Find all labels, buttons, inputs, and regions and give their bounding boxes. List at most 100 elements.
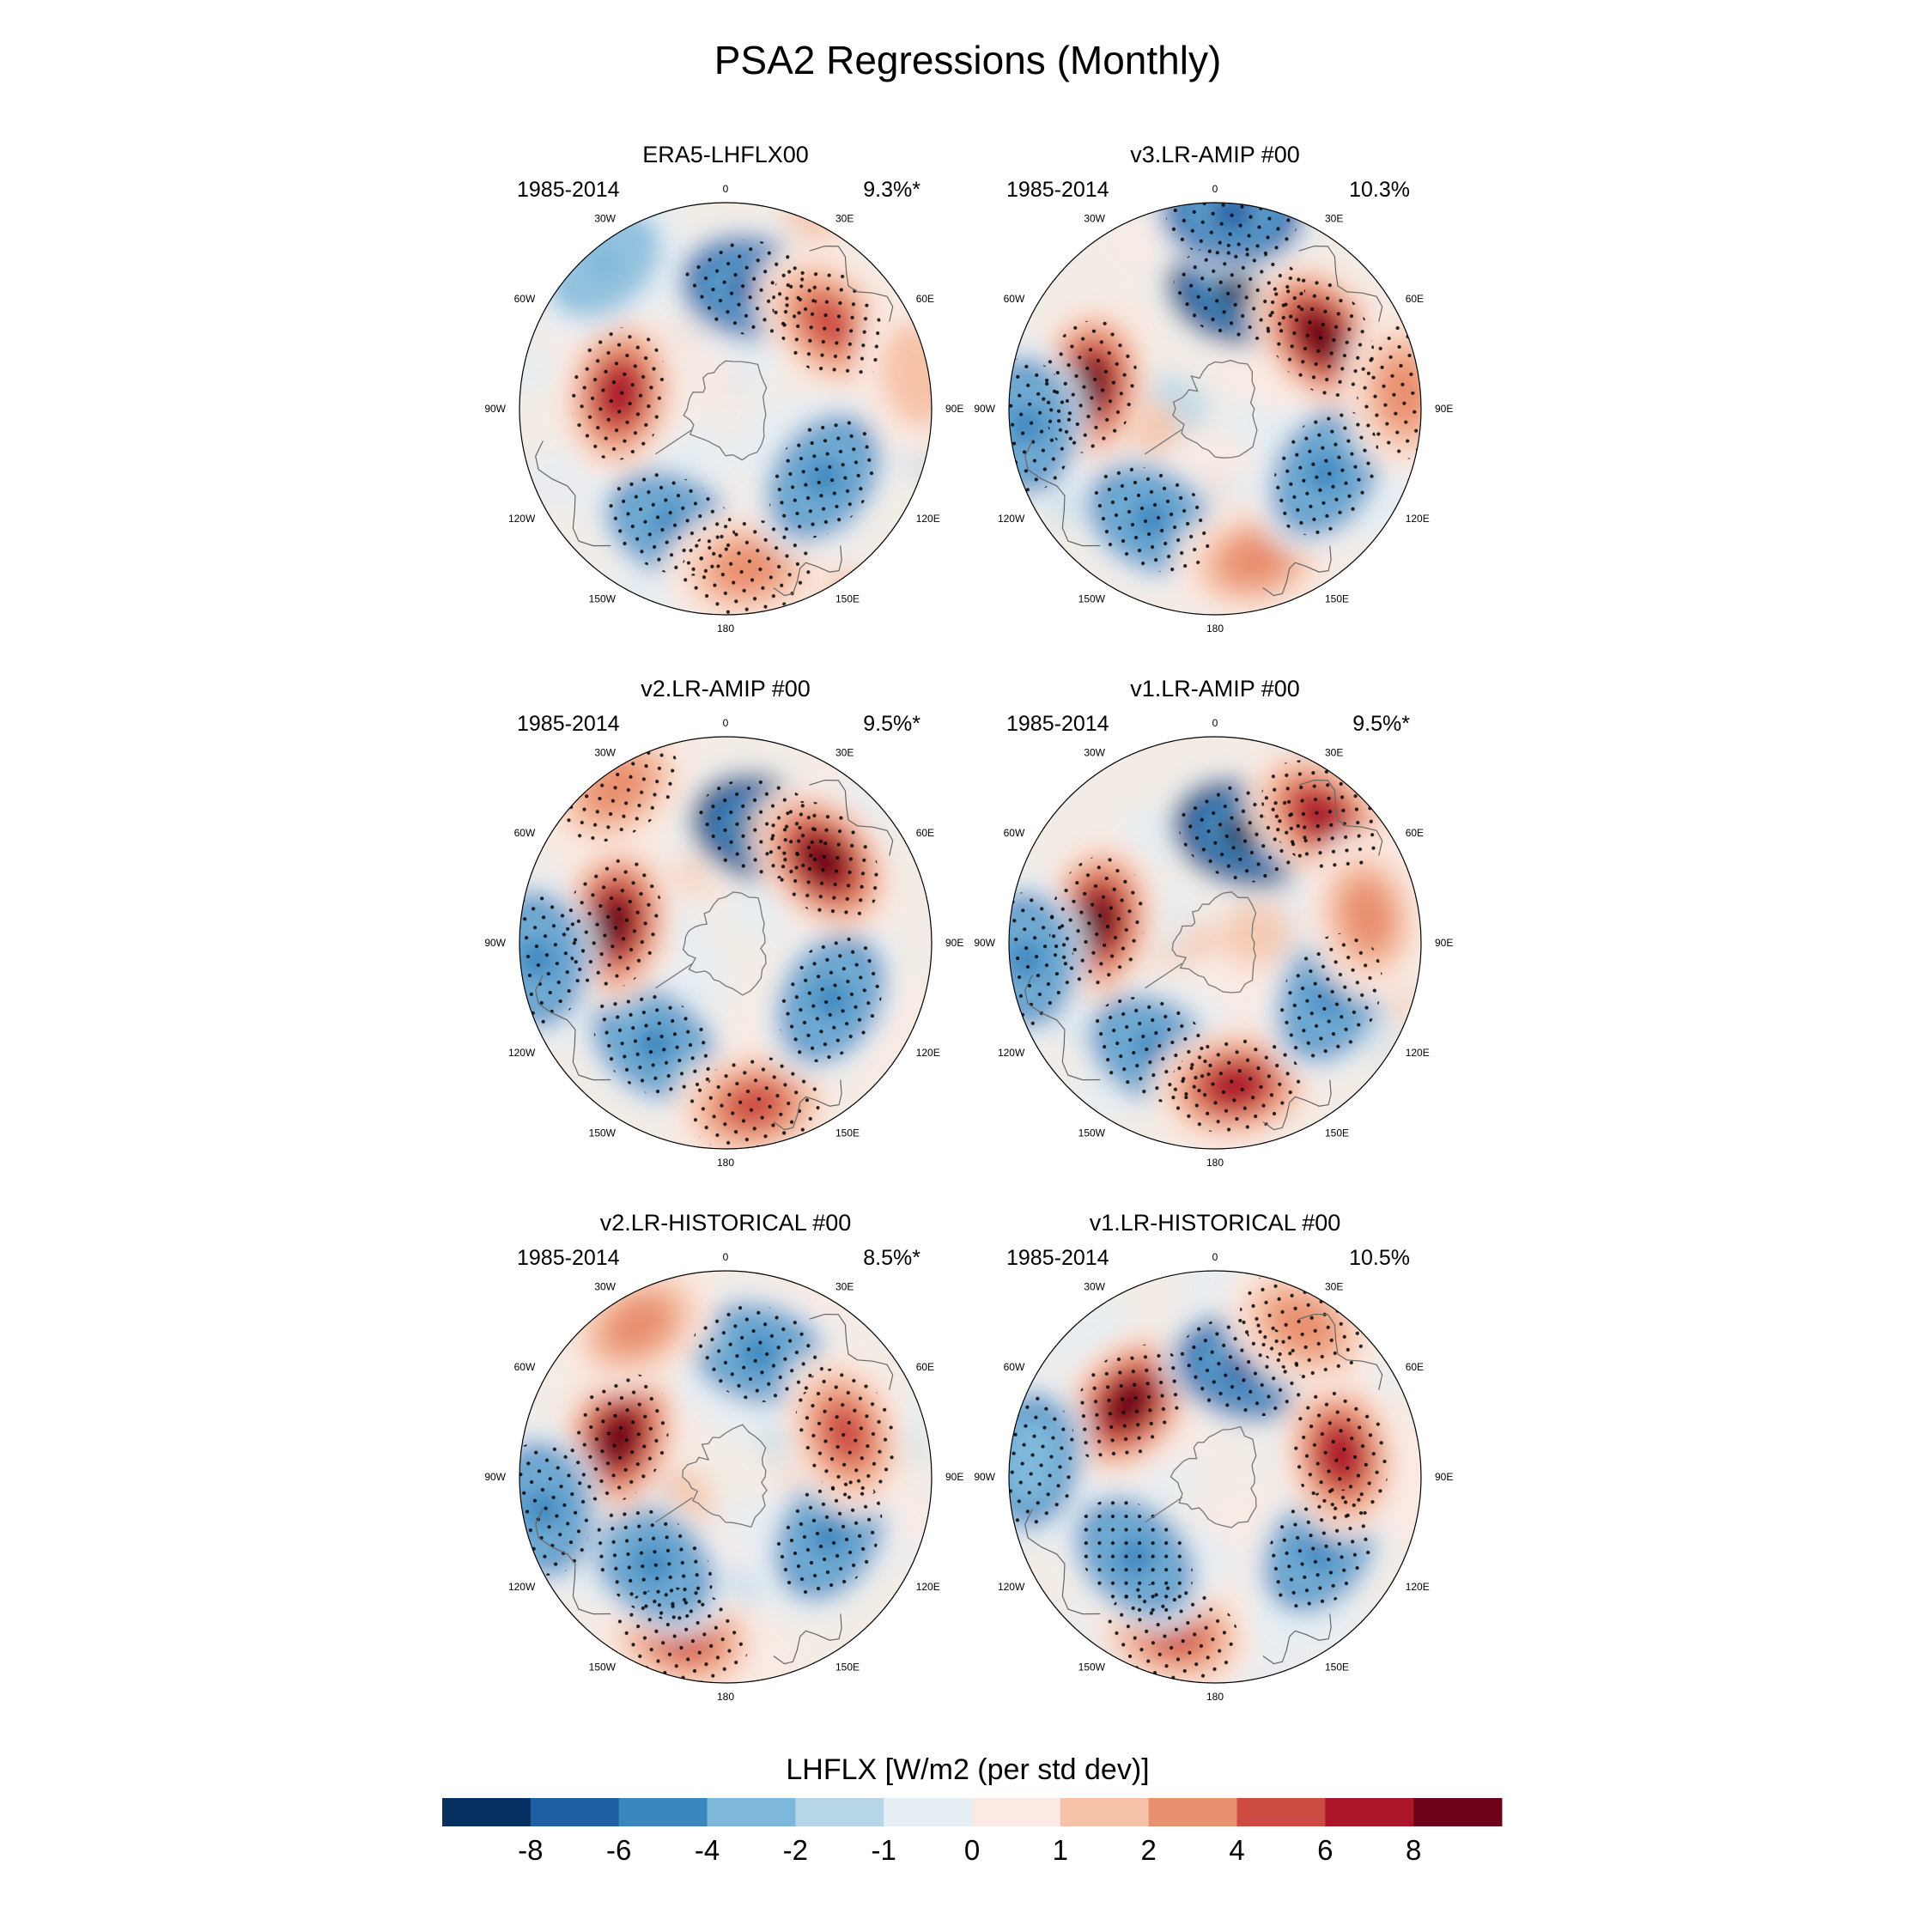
longitude-label: 120E (916, 513, 940, 525)
significance-stipple (566, 856, 662, 990)
longitude-label: 120E (1406, 1581, 1430, 1593)
significance-stipple (772, 263, 884, 383)
antarctic-peninsula (655, 428, 693, 455)
map-border (1008, 736, 1422, 1150)
longitude-label: 60E (916, 827, 934, 839)
background-cell (785, 203, 847, 244)
map-panel: 0 30E 60E 90E 120E 150E 180 150W 120W 90W 60W 30W v2… (484, 1210, 963, 1703)
longitude-label: 30W (1084, 746, 1105, 758)
colorbar: LHFLX [W/m2 (per std dev)] -8 -6 -4 -2 -1 0 1 2… (442, 1753, 1503, 1866)
antarctic-peninsula (1145, 428, 1182, 455)
significance-stipple (1072, 1344, 1185, 1464)
anomaly-field (519, 1271, 932, 1683)
panel-title: v1.LR-AMIP #00 (1130, 676, 1300, 702)
antarctica-coastline (1172, 359, 1258, 459)
significance-stipple (1009, 1394, 1078, 1528)
colorbar-tick-label: 1 (1053, 1834, 1068, 1866)
significance-stipple (681, 519, 815, 615)
colorbar-swatch (1060, 1798, 1150, 1826)
longitude-label: 90E (1435, 403, 1453, 415)
figure-title: PSA2 Regressions (Monthly) (714, 38, 1222, 82)
panel-title: v2.LR-HISTORICAL #00 (600, 1210, 852, 1236)
africa-coastline (1262, 1613, 1332, 1665)
anomaly-field (519, 737, 932, 1149)
longitude-label: 120E (916, 1047, 940, 1059)
longitude-label: 120W (508, 513, 536, 525)
background-cell (519, 339, 562, 391)
significance-stipple (767, 800, 880, 920)
antarctic-peninsula (655, 963, 693, 989)
colorbar-tick-label: 4 (1229, 1834, 1244, 1866)
significance-stipple (1292, 1388, 1389, 1522)
longitude-label: 150W (589, 593, 617, 605)
significance-stipple (1009, 358, 1074, 492)
anomaly-field (1009, 1271, 1421, 1683)
colorbar-swatch (1148, 1798, 1237, 1826)
colorbar-swatch (707, 1798, 796, 1826)
colorbar-tick-label: -4 (695, 1834, 720, 1866)
panel-period: 1985-2014 (517, 178, 620, 202)
colorbar-tick-label: -1 (871, 1834, 896, 1866)
africa-coastline (1262, 545, 1332, 597)
colorbar-tick-label: -2 (783, 1834, 808, 1866)
longitude-label: 90W (974, 403, 995, 415)
colorbar-swatch (442, 1798, 532, 1826)
antarctica-coastline (682, 891, 767, 996)
antarctica-coastline (682, 1424, 768, 1528)
longitude-label: 30E (1325, 212, 1343, 224)
longitude-label: 90E (945, 937, 963, 949)
colorbar-tick-label: 8 (1406, 1834, 1421, 1866)
colorbar-swatch (618, 1798, 708, 1826)
longitude-label: 120W (508, 1047, 536, 1059)
longitude-label: 150W (1078, 1127, 1106, 1139)
map-border (519, 1270, 933, 1684)
background-cell (860, 1052, 921, 1121)
longitude-label: 150E (1325, 1662, 1349, 1674)
longitude-label: 150E (835, 1127, 860, 1139)
longitude-label: 30E (835, 1280, 854, 1292)
panel-title: v2.LR-AMIP #00 (641, 676, 811, 702)
longitude-label: 120W (998, 1047, 1025, 1059)
longitude-label: 150W (1078, 593, 1106, 605)
longitude-label: 150W (589, 1662, 617, 1674)
longitude-label: 120W (508, 1581, 536, 1593)
significance-stipple (1265, 274, 1375, 397)
significance-stipple (571, 327, 668, 461)
australia-coastline (809, 779, 894, 856)
africa-coastline (773, 545, 842, 597)
longitude-label: 30W (594, 1280, 616, 1292)
longitude-label: 90E (945, 403, 963, 415)
longitude-label: 30W (594, 212, 616, 224)
longitude-label: 60W (514, 1361, 536, 1373)
longitude-label: 0 (1212, 1251, 1218, 1263)
colorbar-swatch (972, 1798, 1061, 1826)
longitude-label: 0 (723, 717, 729, 729)
australia-coastline (1298, 1313, 1383, 1390)
panel-title: v1.LR-HISTORICAL #00 (1090, 1210, 1341, 1236)
longitude-label: 60W (514, 293, 536, 305)
panel-period: 1985-2014 (1006, 178, 1109, 202)
south-america-coastline (1024, 1509, 1101, 1615)
significance-stipple (592, 1507, 713, 1620)
longitude-label: 150E (1325, 1127, 1349, 1139)
panel-period: 1985-2014 (517, 712, 620, 736)
longitude-label: 180 (717, 1157, 734, 1169)
significance-stipple (775, 1473, 883, 1600)
africa-coastline (773, 1079, 842, 1131)
longitude-label: 90E (1435, 1471, 1453, 1483)
longitude-label: 150W (1078, 1662, 1106, 1674)
significance-stipple (769, 416, 878, 539)
longitude-label: 180 (1206, 1691, 1224, 1703)
significance-stipple (692, 1304, 825, 1403)
colorbar-tick-label: 6 (1317, 1834, 1333, 1866)
map-panel: 0 30E 60E 90E 120E 150E 180 150W 120W 90W 60W 30W v1… (974, 1210, 1453, 1703)
longitude-label: 60W (514, 827, 536, 839)
panel-variance: 9.3%* (863, 178, 920, 202)
longitude-label: 120E (1406, 513, 1430, 525)
longitude-label: 0 (1212, 183, 1218, 195)
map-border (1008, 202, 1422, 616)
longitude-label: 30E (1325, 746, 1343, 758)
panel-variance: 8.5%* (863, 1246, 920, 1270)
longitude-label: 150W (589, 1127, 617, 1139)
significance-stipple (519, 892, 585, 1026)
